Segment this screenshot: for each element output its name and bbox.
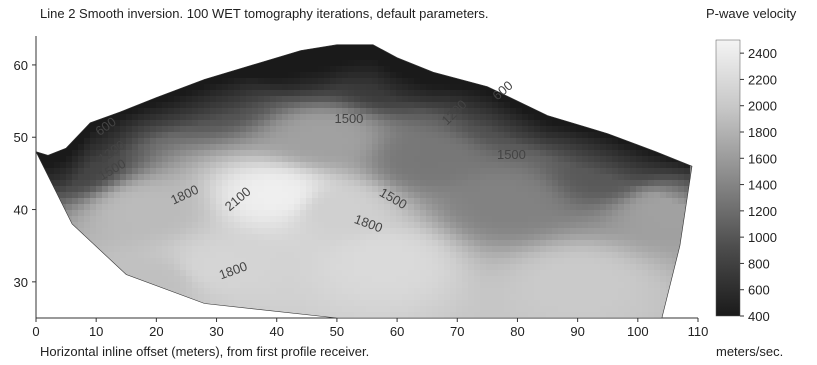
colorbar-units: meters/sec.: [716, 344, 784, 359]
y-tick-label: 40: [14, 203, 28, 218]
contour-label: 1500: [334, 111, 363, 126]
x-axis-ticks: 0 10 20 30 40 50 60 70 80 90 100 110: [32, 318, 708, 339]
colorbar-tick-label: 2200: [748, 72, 777, 87]
x-tick-label: 80: [510, 324, 524, 339]
colorbar-tick-label: 800: [748, 256, 770, 271]
model-outline: [35, 44, 693, 319]
y-tick-label: 30: [14, 275, 28, 290]
x-tick-label: 0: [32, 324, 39, 339]
x-tick-label: 30: [209, 324, 223, 339]
colorbar-title: P-wave velocity: [706, 6, 797, 21]
y-tick-label: 60: [14, 58, 28, 73]
x-tick-label: 10: [89, 324, 103, 339]
x-axis-label: Horizontal inline offset (meters), from …: [40, 344, 370, 359]
colorbar-tick-label: 1800: [748, 125, 777, 140]
x-tick-label: 70: [450, 324, 464, 339]
velocity-field: [36, 44, 692, 318]
x-tick-label: 20: [149, 324, 163, 339]
colorbar-tick-label: 1000: [748, 230, 777, 245]
x-tick-label: 100: [627, 324, 649, 339]
colorbar-tick-label: 1200: [748, 204, 777, 219]
x-tick-label: 110: [688, 324, 709, 339]
colorbar-tick-label: 2400: [748, 46, 777, 61]
colorbar-gradient: [715, 39, 741, 317]
colorbar-tick-label: 600: [748, 283, 770, 298]
y-axis-ticks: 60 50 40 30: [14, 58, 36, 290]
contour-label: 1500: [497, 147, 526, 162]
chart-title: Line 2 Smooth inversion. 100 WET tomogra…: [40, 6, 489, 21]
x-tick-label: 40: [269, 324, 283, 339]
x-tick-label: 50: [330, 324, 344, 339]
colorbar-tick-label: 1600: [748, 151, 777, 166]
x-tick-label: 60: [390, 324, 404, 339]
x-tick-label: 90: [570, 324, 584, 339]
colorbar-tick-label: 400: [748, 309, 770, 324]
colorbar-tick-label: 2000: [748, 99, 777, 114]
y-tick-label: 50: [14, 130, 28, 145]
colorbar-tick-label: 1400: [748, 178, 777, 193]
colorbar: 2400 2200 2000 1800 1600 1400 1200 1000 800 600 40…: [715, 39, 777, 324]
